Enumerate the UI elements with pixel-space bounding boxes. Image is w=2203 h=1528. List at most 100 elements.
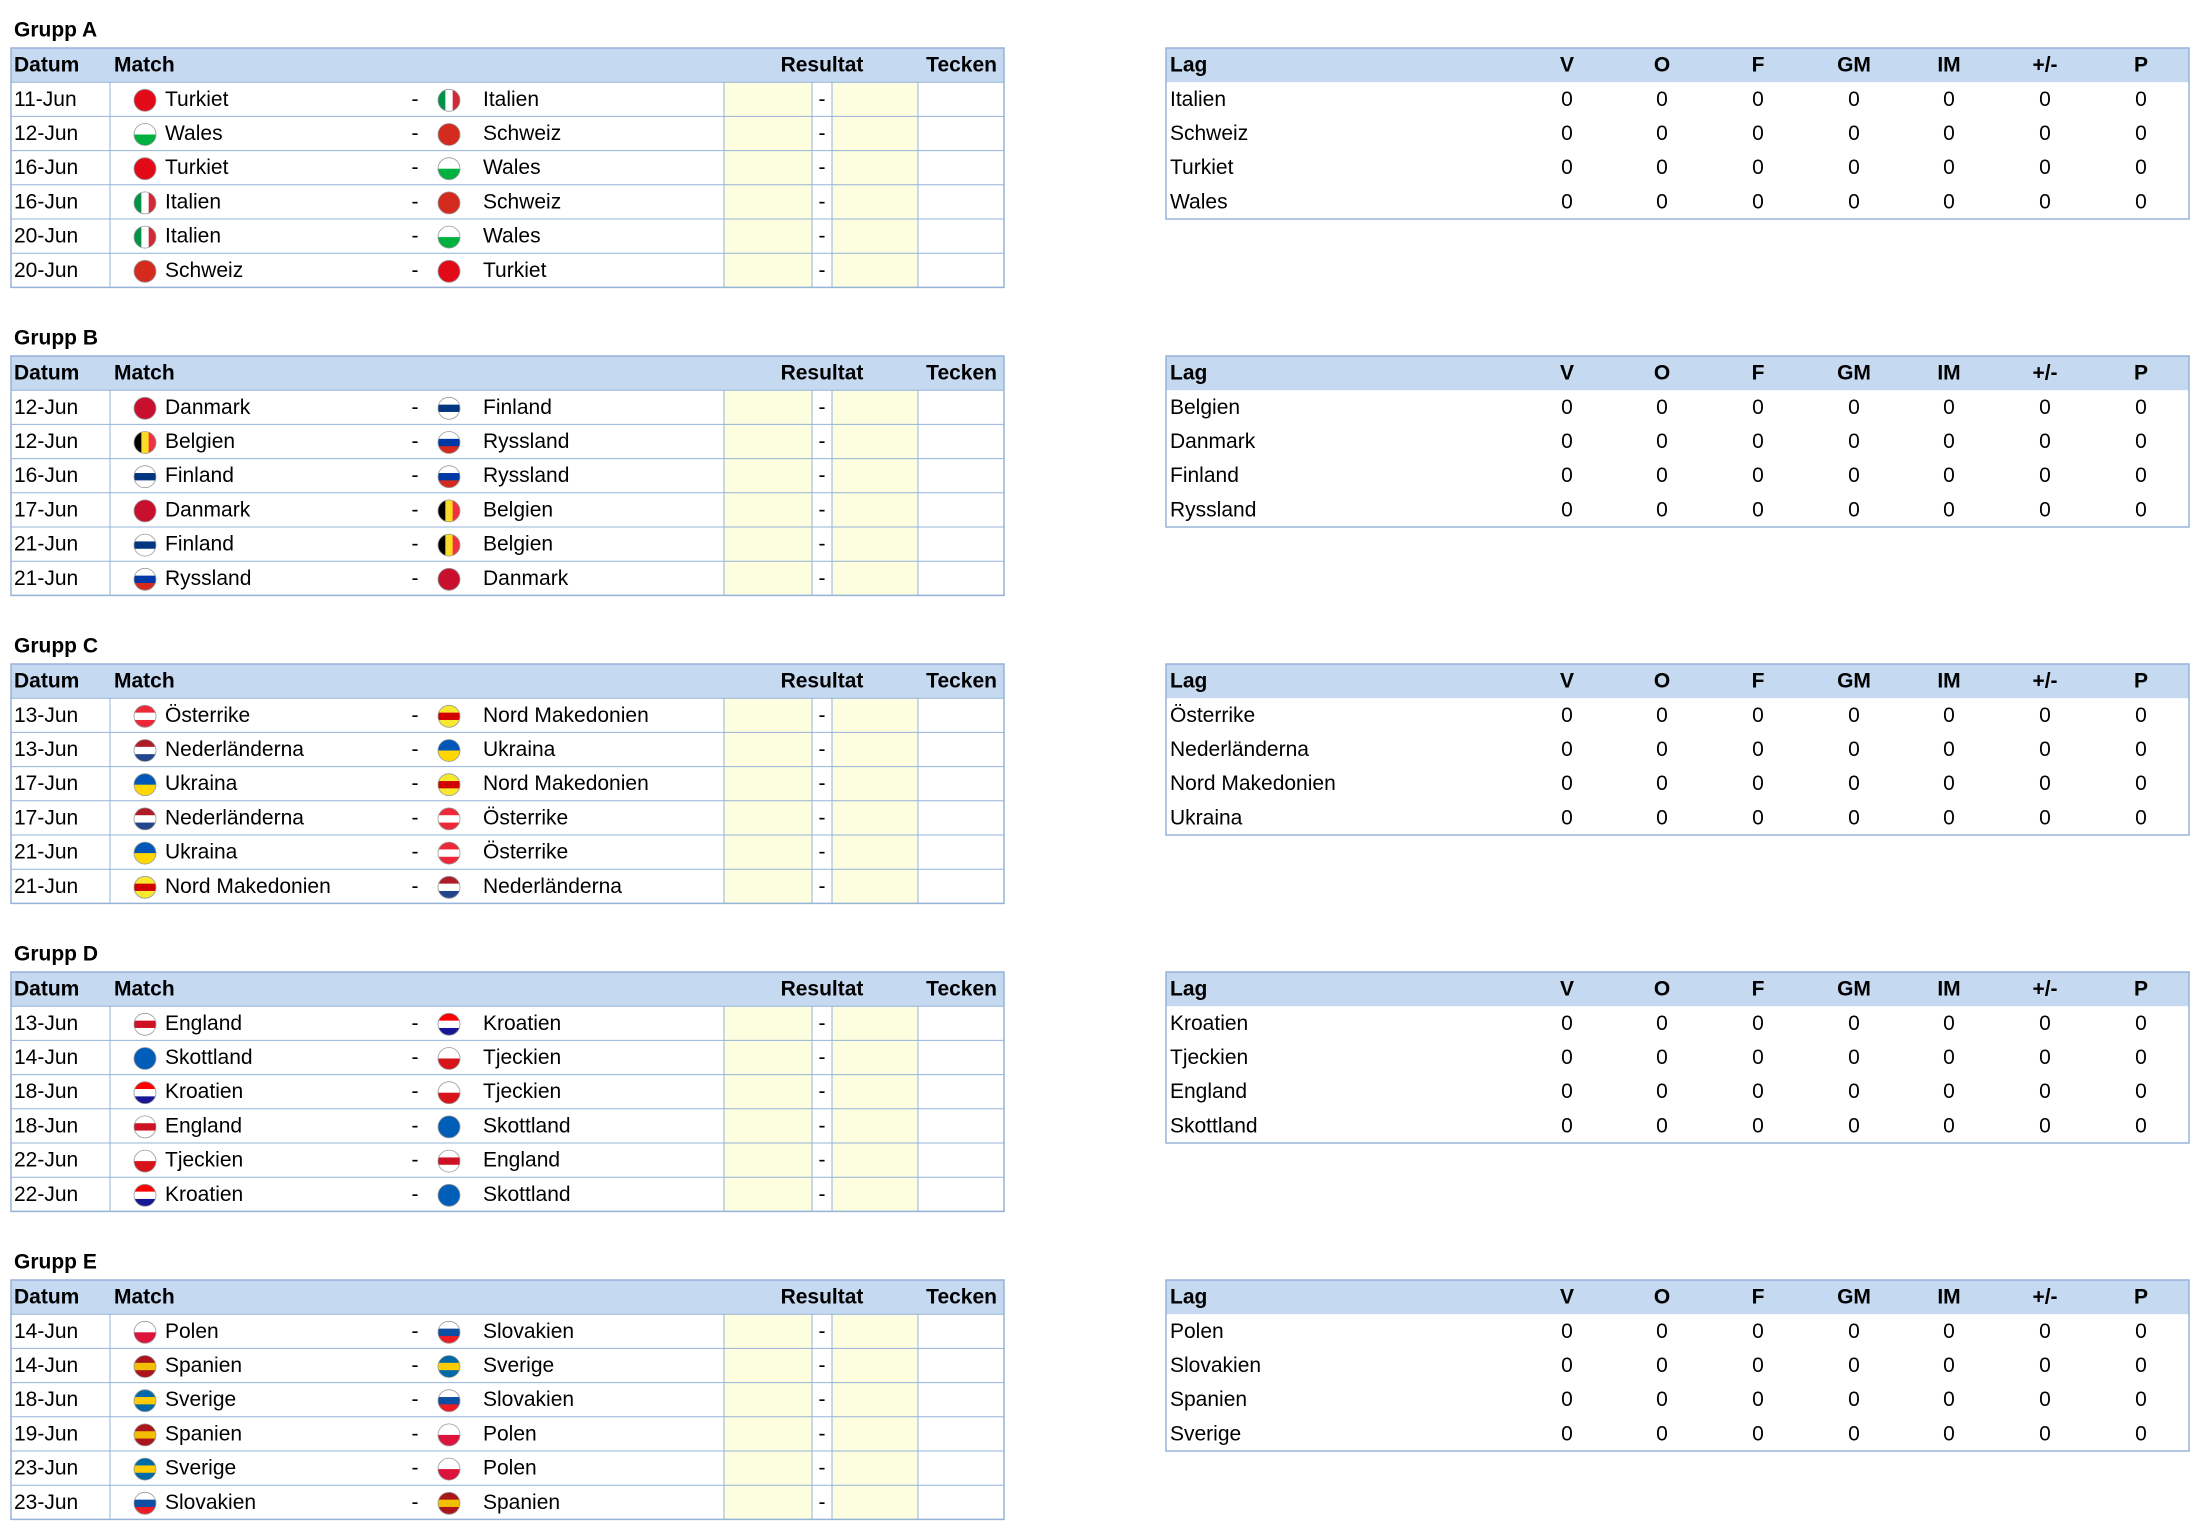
away-team: Ryssland — [483, 464, 569, 487]
standing-team: Finland — [1170, 464, 1239, 487]
flag-rim — [133, 1491, 157, 1515]
flag-stripe — [134, 842, 156, 854]
result-cell — [724, 800, 812, 835]
match-date: 17-Jun — [14, 772, 78, 795]
standing-team: Turkiet — [1170, 156, 1234, 179]
match-date: 17-Jun — [14, 806, 78, 829]
away-team: Schweiz — [483, 190, 561, 213]
result-cell — [724, 698, 812, 733]
standing-stat: 0 — [1752, 1354, 1764, 1377]
team-separator: - — [412, 156, 419, 179]
standing-stat: 0 — [2135, 1354, 2147, 1377]
flag-stripe — [438, 739, 460, 751]
flag-rim — [437, 807, 461, 831]
team-separator: - — [412, 190, 419, 213]
flag-stripe — [134, 575, 156, 584]
flag-stripe — [134, 784, 156, 796]
standing-stat: 0 — [2039, 1114, 2051, 1137]
group-title: Grupp E — [14, 1251, 97, 1274]
flag-stripe — [438, 876, 460, 885]
flag — [438, 1150, 460, 1173]
standing-stat: 0 — [1848, 1354, 1860, 1377]
match-date: 17-Jun — [14, 498, 78, 521]
flag-rim — [133, 431, 157, 454]
result-cell — [724, 390, 812, 425]
flag-stripe — [148, 226, 156, 249]
standing-stat: 0 — [1848, 190, 1860, 213]
flag — [134, 499, 156, 522]
flag — [134, 1013, 156, 1036]
team-separator: - — [412, 704, 419, 727]
flag-stripe — [134, 719, 156, 728]
flag — [134, 534, 156, 557]
away-team: Polen — [483, 1422, 537, 1445]
flag-stripe — [438, 465, 460, 474]
header-stat: IM — [1937, 978, 1960, 1001]
standing-stat: 0 — [1561, 1012, 1573, 1035]
result-cell — [832, 492, 918, 527]
flag-rim — [133, 191, 157, 215]
standing-stat: 0 — [2039, 464, 2051, 487]
header-match: Match — [114, 362, 175, 385]
flag — [134, 1081, 156, 1104]
standings-header-bg — [1166, 1280, 2189, 1315]
flag-rim — [133, 499, 157, 523]
standings-border — [1165, 1279, 2190, 1452]
result-cell — [832, 458, 918, 493]
flag-rim — [437, 739, 461, 762]
home-team: Schweiz — [165, 259, 243, 282]
flag-stripe — [134, 1321, 156, 1333]
flag-stripe — [438, 431, 460, 440]
header-match: Match — [114, 670, 175, 693]
flag-stripe — [134, 1370, 156, 1378]
away-team: Sverige — [483, 1354, 554, 1377]
team-separator: - — [412, 1046, 419, 1069]
flag-rim — [133, 1320, 157, 1344]
match-date: 16-Jun — [14, 156, 78, 179]
home-team: Italien — [165, 190, 221, 213]
header-stat: IM — [1937, 1286, 1960, 1309]
standing-team: Polen — [1170, 1320, 1224, 1343]
standing-stat: 0 — [2039, 1422, 2051, 1445]
header-stat: P — [2134, 54, 2148, 77]
header-stat: IM — [1937, 670, 1960, 693]
flag-rim — [133, 1183, 157, 1207]
standing-stat: 0 — [1656, 190, 1668, 213]
team-separator: - — [412, 1354, 419, 1377]
flag-stripe — [445, 89, 454, 112]
flag-rim — [437, 499, 461, 523]
header-stat: P — [2134, 670, 2148, 693]
standing-stat: 0 — [1752, 806, 1764, 829]
team-separator: - — [412, 772, 419, 795]
flag-rim — [437, 841, 461, 865]
flag-stripe — [438, 1013, 460, 1022]
flag-stripe — [438, 712, 460, 721]
standings-header-bg — [1166, 356, 2189, 391]
header-match: Match — [114, 978, 175, 1001]
flag-stripe — [438, 480, 460, 488]
flag-rim — [133, 1115, 157, 1139]
flag-stripe — [438, 1397, 460, 1405]
result-cell — [724, 492, 812, 527]
flag — [134, 807, 156, 830]
flag — [438, 123, 460, 146]
flag-stripe — [438, 568, 460, 591]
standing-stat: 0 — [1561, 772, 1573, 795]
flag-stripe — [438, 1499, 460, 1508]
home-team: Polen — [165, 1320, 219, 1343]
flag-stripe — [438, 237, 460, 249]
standings-border — [1165, 355, 2190, 528]
flag-rim — [437, 225, 461, 249]
match-header-bg — [11, 972, 1004, 1007]
flag-stripe — [134, 746, 156, 755]
home-team: Slovakien — [165, 1491, 256, 1514]
flag-stripe — [438, 1092, 460, 1104]
flag — [438, 1458, 460, 1481]
standing-stat: 0 — [1848, 1320, 1860, 1343]
header-team: Lag — [1170, 1286, 1207, 1309]
standing-team: Spanien — [1170, 1388, 1247, 1411]
result-separator: - — [819, 738, 826, 761]
standing-team: Nederländerna — [1170, 738, 1309, 761]
standing-stat: 0 — [1752, 122, 1764, 145]
flag — [134, 431, 156, 454]
